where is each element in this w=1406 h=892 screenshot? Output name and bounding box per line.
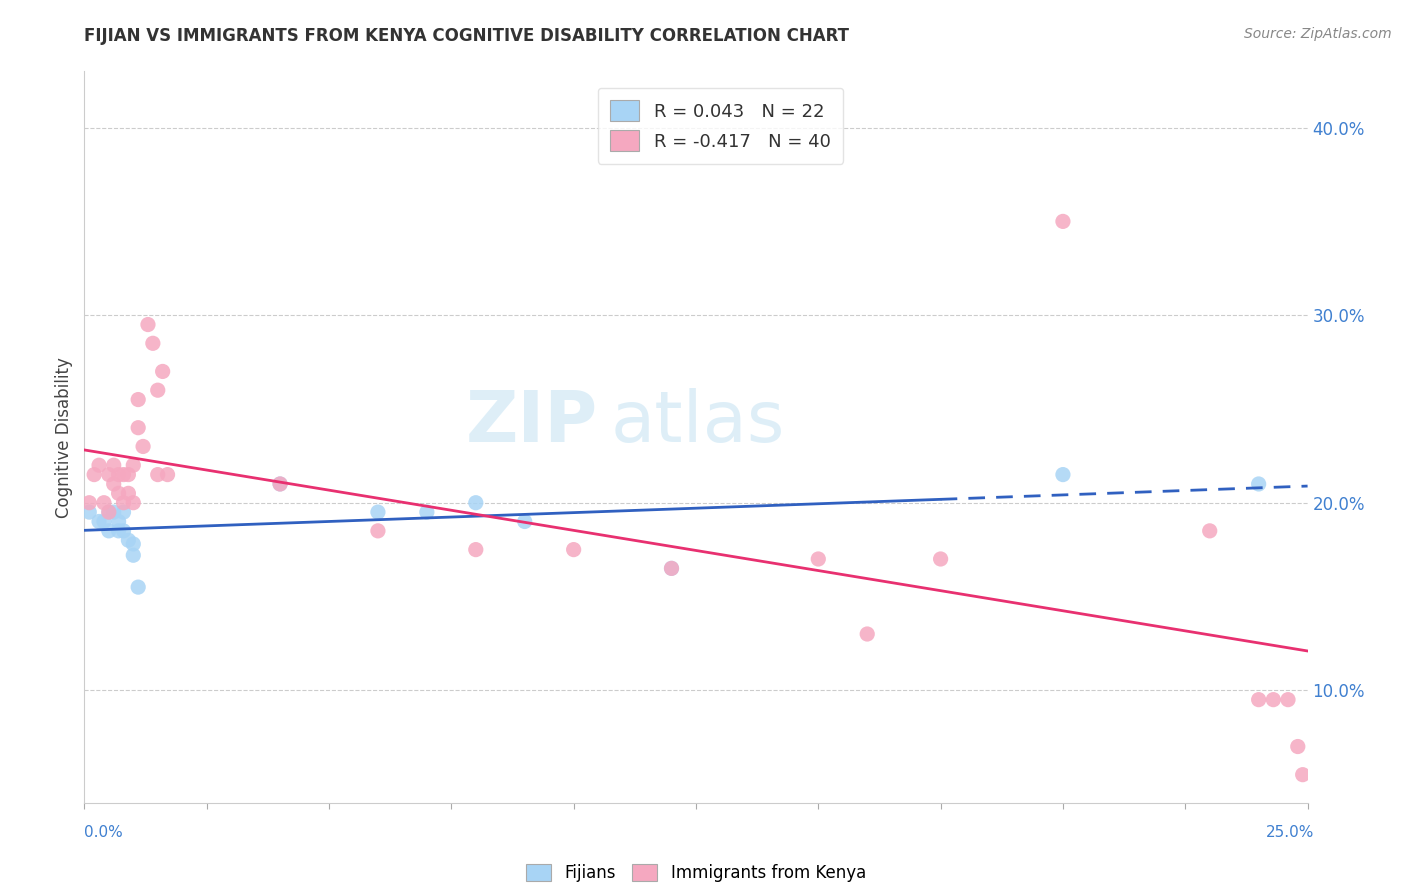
Point	[132, 440, 155, 454]
Legend: Fijians, Immigrants from Kenya: Fijians, Immigrants from Kenya	[526, 864, 866, 882]
Point	[97, 505, 120, 519]
Text: 25.0%: 25.0%	[1267, 825, 1315, 840]
Point	[87, 515, 110, 529]
Point	[103, 477, 125, 491]
Point	[93, 496, 115, 510]
Point	[1247, 692, 1270, 706]
Point	[1052, 214, 1074, 228]
Point	[661, 561, 683, 575]
Point	[1286, 739, 1309, 754]
Point	[146, 467, 169, 482]
Point	[367, 505, 389, 519]
Y-axis label: Cognitive Disability: Cognitive Disability	[55, 357, 73, 517]
Point	[269, 477, 291, 491]
Point	[562, 542, 585, 557]
Point	[93, 515, 115, 529]
Point	[807, 552, 830, 566]
Point	[1052, 467, 1074, 482]
Point	[97, 524, 120, 538]
Point	[1277, 692, 1299, 706]
Point	[142, 336, 165, 351]
Point	[103, 458, 125, 473]
Point	[83, 467, 105, 482]
Point	[107, 524, 129, 538]
Point	[107, 486, 129, 500]
Point	[117, 533, 139, 548]
Point	[107, 515, 129, 529]
Text: ZIP: ZIP	[465, 388, 598, 457]
Text: Source: ZipAtlas.com: Source: ZipAtlas.com	[1244, 27, 1392, 41]
Point	[1292, 767, 1315, 781]
Point	[77, 505, 100, 519]
Point	[513, 515, 536, 529]
Point	[112, 524, 135, 538]
Point	[127, 420, 149, 434]
Point	[156, 467, 179, 482]
Point	[127, 580, 149, 594]
Point	[77, 496, 100, 510]
Point	[464, 496, 486, 510]
Point	[122, 537, 145, 551]
Point	[122, 548, 145, 562]
Point	[1198, 524, 1220, 538]
Point	[122, 496, 145, 510]
Point	[464, 542, 486, 557]
Point	[112, 467, 135, 482]
Text: FIJIAN VS IMMIGRANTS FROM KENYA COGNITIVE DISABILITY CORRELATION CHART: FIJIAN VS IMMIGRANTS FROM KENYA COGNITIV…	[84, 27, 849, 45]
Point	[1263, 692, 1285, 706]
Point	[112, 505, 135, 519]
Point	[367, 524, 389, 538]
Point	[856, 627, 879, 641]
Text: atlas: atlas	[610, 388, 785, 457]
Point	[117, 467, 139, 482]
Point	[146, 383, 169, 397]
Point	[122, 458, 145, 473]
Point	[97, 467, 120, 482]
Point	[1247, 477, 1270, 491]
Point	[152, 364, 174, 378]
Point	[112, 496, 135, 510]
Point	[117, 486, 139, 500]
Point	[661, 561, 683, 575]
Point	[416, 505, 439, 519]
Point	[103, 505, 125, 519]
Point	[136, 318, 159, 332]
Point	[929, 552, 952, 566]
Point	[107, 467, 129, 482]
Point	[127, 392, 149, 407]
Point	[87, 458, 110, 473]
Point	[97, 505, 120, 519]
Text: 0.0%: 0.0%	[84, 825, 124, 840]
Point	[269, 477, 291, 491]
